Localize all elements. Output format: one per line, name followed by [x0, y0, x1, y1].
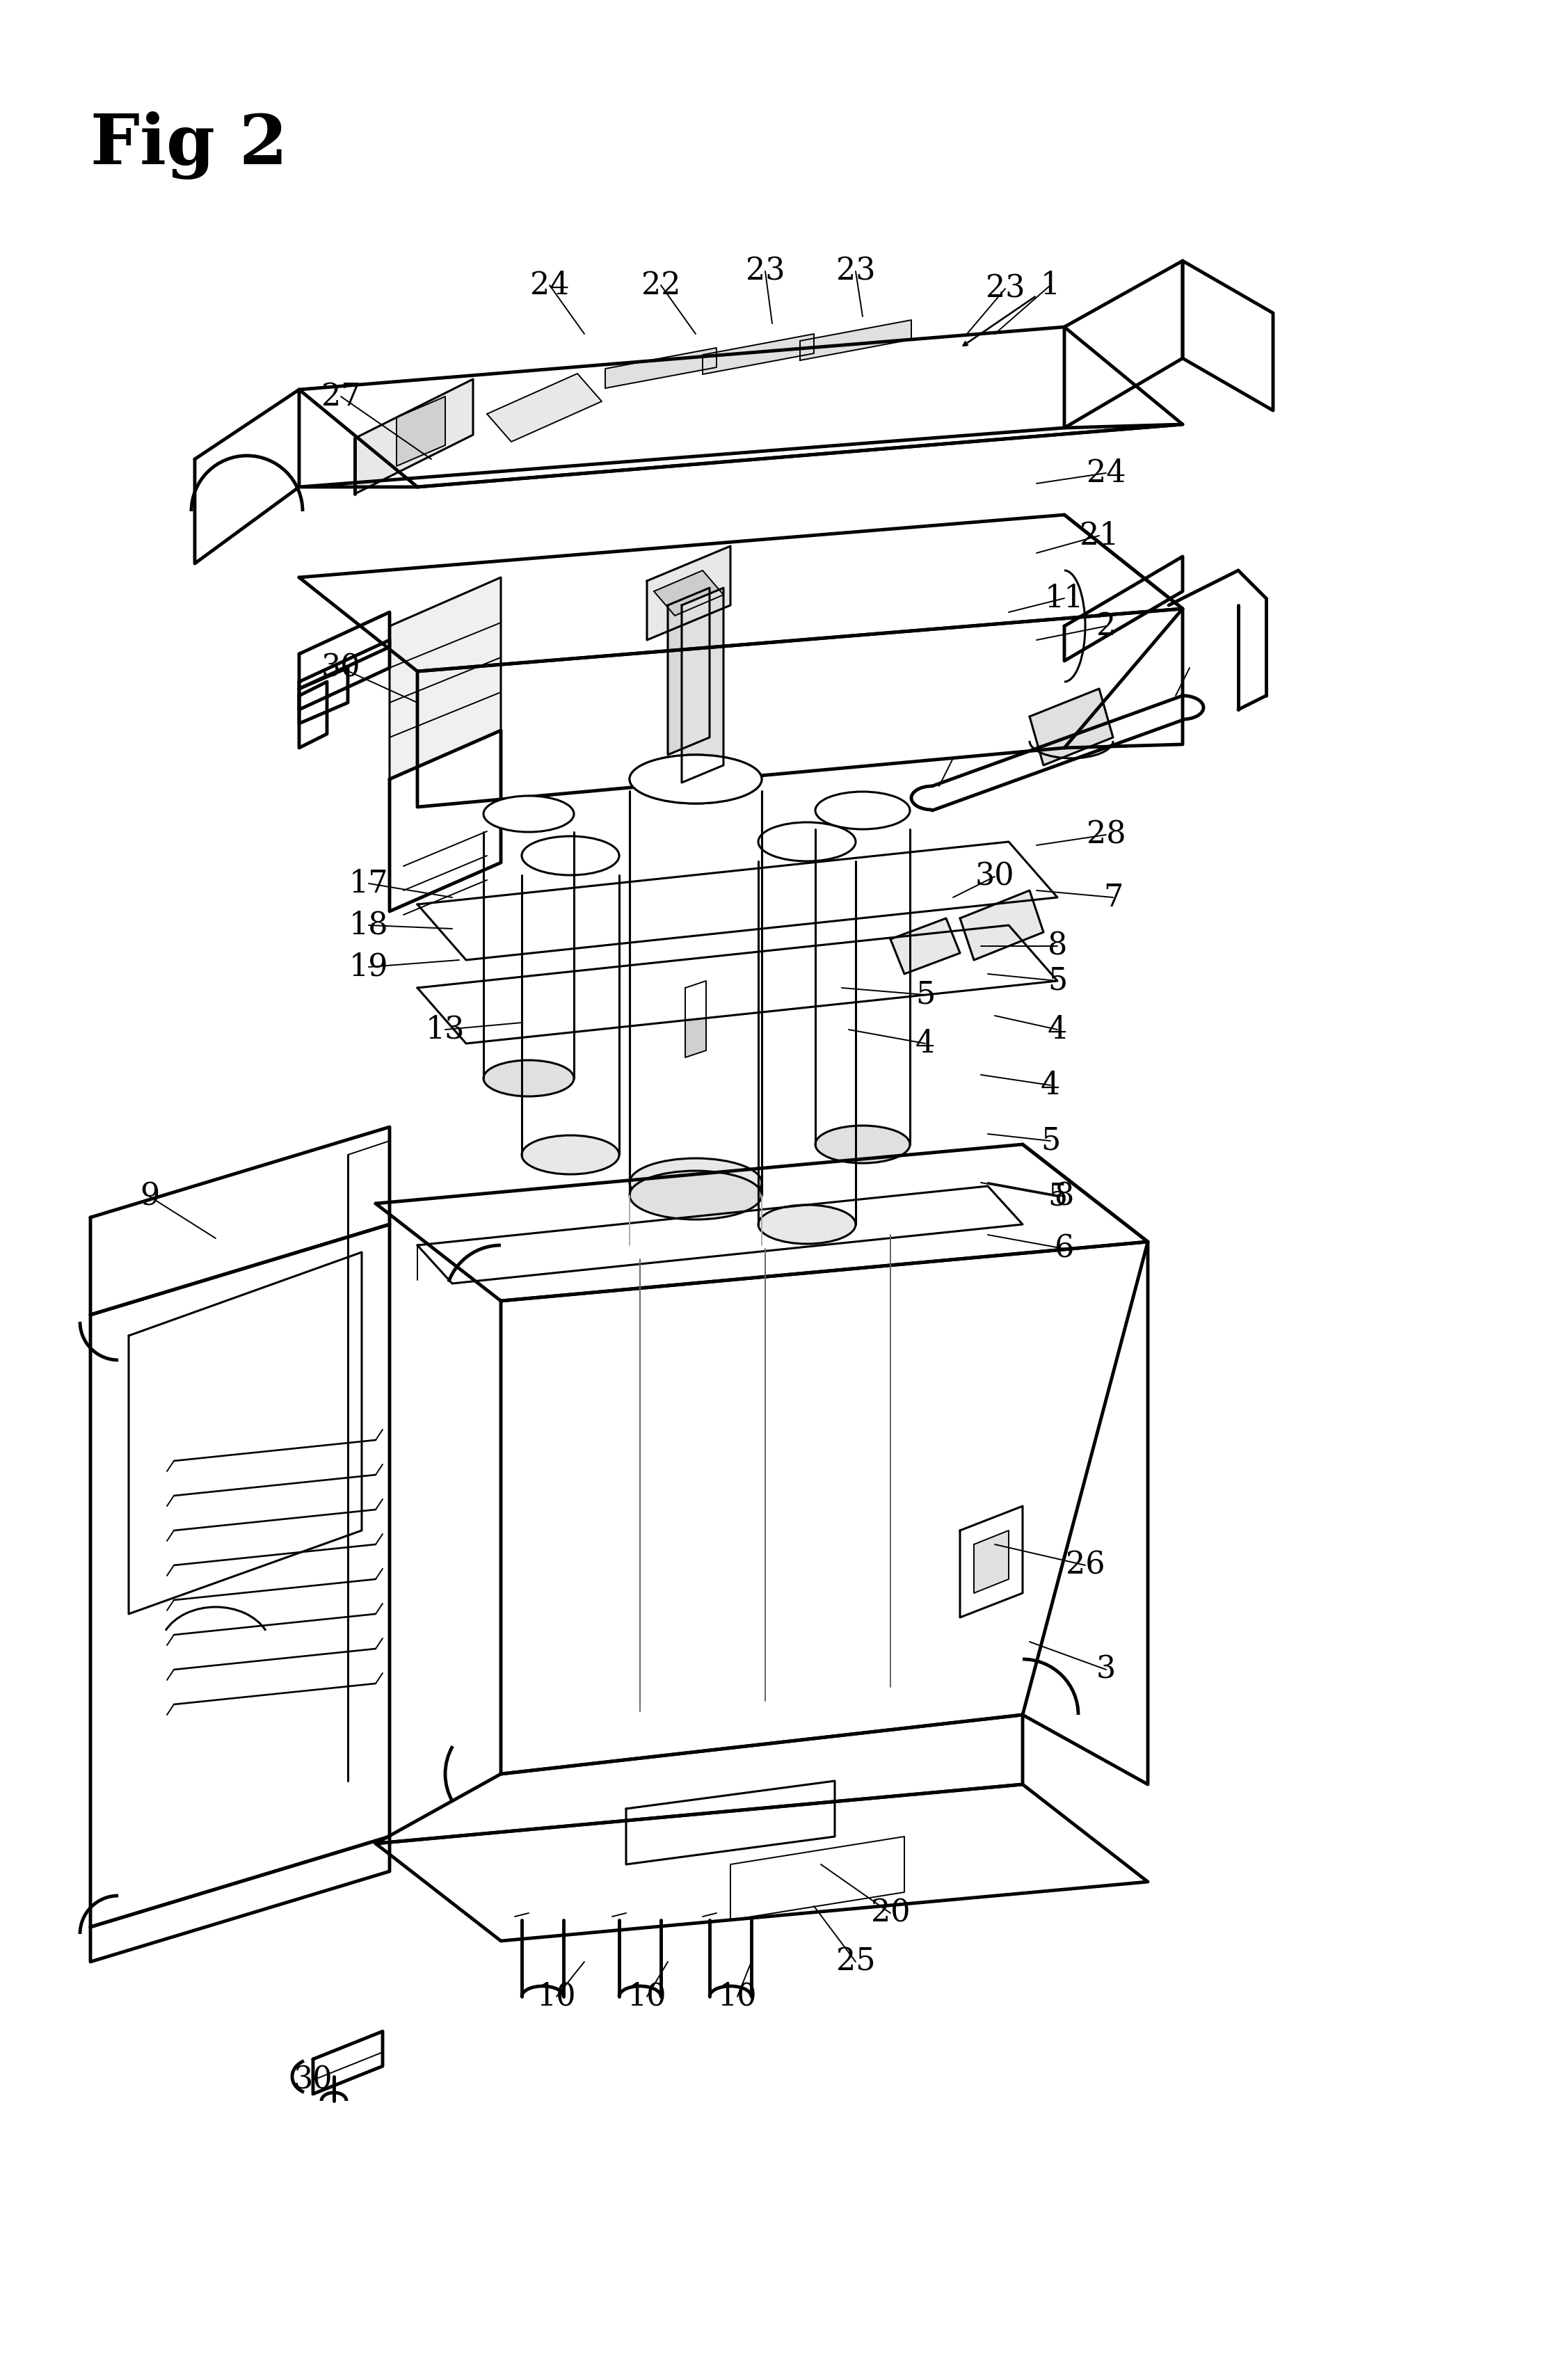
Ellipse shape [522, 836, 619, 874]
Polygon shape [376, 1784, 1148, 1940]
Text: 7: 7 [1104, 884, 1123, 912]
Text: 10: 10 [536, 1981, 575, 2012]
Text: 11: 11 [1044, 584, 1083, 613]
Text: 19: 19 [350, 952, 389, 981]
Polygon shape [1030, 689, 1113, 765]
Ellipse shape [630, 1171, 762, 1218]
Text: 25: 25 [836, 1948, 875, 1976]
Polygon shape [389, 577, 500, 779]
Text: 10: 10 [718, 1981, 757, 2012]
Text: 1: 1 [1041, 271, 1060, 299]
Polygon shape [299, 639, 389, 710]
Text: 5: 5 [1047, 1180, 1068, 1211]
Polygon shape [91, 1836, 389, 1962]
Polygon shape [417, 608, 1182, 808]
Text: 23: 23 [986, 273, 1025, 304]
Polygon shape [1065, 261, 1182, 428]
Text: 17: 17 [350, 869, 389, 898]
Text: 8: 8 [1054, 1180, 1074, 1211]
Text: 18: 18 [350, 910, 389, 941]
Polygon shape [960, 1506, 1022, 1617]
Polygon shape [417, 841, 1057, 960]
Polygon shape [960, 891, 1043, 960]
Text: 23: 23 [836, 256, 875, 287]
Text: 5: 5 [916, 981, 935, 1009]
Ellipse shape [630, 755, 762, 803]
Polygon shape [648, 546, 731, 639]
Polygon shape [397, 397, 445, 466]
Text: 5: 5 [1041, 1126, 1060, 1157]
Ellipse shape [759, 1204, 856, 1244]
Ellipse shape [759, 822, 856, 862]
Polygon shape [1182, 261, 1273, 411]
Text: 30: 30 [975, 862, 1014, 891]
Text: 4: 4 [916, 1028, 935, 1059]
Polygon shape [299, 425, 1182, 487]
Polygon shape [891, 919, 960, 974]
Polygon shape [685, 981, 706, 1057]
Text: 4: 4 [1047, 1014, 1068, 1045]
Polygon shape [605, 347, 717, 387]
Text: 13: 13 [425, 1014, 464, 1045]
Text: 5: 5 [1047, 967, 1068, 995]
Polygon shape [91, 1128, 389, 1316]
Polygon shape [974, 1530, 1008, 1594]
Ellipse shape [815, 791, 909, 829]
Text: 20: 20 [870, 1898, 909, 1929]
Text: 30: 30 [293, 2064, 332, 2095]
Text: 28: 28 [1087, 819, 1126, 850]
Text: Fig 2: Fig 2 [91, 112, 287, 180]
Polygon shape [376, 1715, 1022, 1843]
Polygon shape [800, 321, 911, 361]
Ellipse shape [522, 1135, 619, 1173]
Text: 23: 23 [745, 256, 786, 287]
Text: 10: 10 [627, 1981, 666, 2012]
Polygon shape [299, 682, 328, 748]
Polygon shape [299, 667, 348, 724]
Polygon shape [1065, 556, 1182, 660]
Polygon shape [299, 328, 1182, 487]
Polygon shape [299, 515, 1182, 672]
Polygon shape [376, 1145, 1148, 1302]
Polygon shape [731, 1836, 905, 1919]
Polygon shape [389, 732, 500, 912]
Text: 9: 9 [140, 1180, 160, 1211]
Polygon shape [702, 335, 814, 375]
Polygon shape [488, 373, 602, 442]
Polygon shape [417, 926, 1057, 1043]
Ellipse shape [630, 755, 762, 803]
Polygon shape [354, 380, 474, 494]
Polygon shape [500, 1242, 1148, 1774]
Text: 27: 27 [321, 382, 361, 411]
Text: 24: 24 [1087, 458, 1126, 489]
Polygon shape [194, 390, 299, 563]
Polygon shape [1065, 608, 1182, 748]
Text: 3: 3 [1096, 1655, 1116, 1684]
Text: 6: 6 [1055, 1233, 1074, 1264]
Text: 8: 8 [1047, 931, 1068, 962]
Polygon shape [91, 1226, 389, 1926]
Text: 26: 26 [1066, 1551, 1105, 1579]
Polygon shape [129, 1252, 362, 1615]
Text: 4: 4 [1041, 1071, 1060, 1100]
Text: 30: 30 [321, 653, 361, 684]
Ellipse shape [815, 1126, 909, 1164]
Polygon shape [654, 570, 723, 615]
Ellipse shape [630, 1159, 762, 1206]
Text: 22: 22 [641, 271, 681, 299]
Text: 24: 24 [530, 271, 569, 299]
Text: 21: 21 [1079, 520, 1120, 551]
Polygon shape [314, 2031, 383, 2095]
Ellipse shape [483, 796, 574, 831]
Polygon shape [417, 1185, 1022, 1283]
Polygon shape [1022, 1242, 1148, 1784]
Polygon shape [299, 613, 389, 689]
Polygon shape [682, 589, 723, 784]
Polygon shape [626, 1781, 834, 1864]
Polygon shape [668, 589, 710, 755]
Text: 2: 2 [1096, 610, 1116, 641]
Ellipse shape [483, 1059, 574, 1097]
